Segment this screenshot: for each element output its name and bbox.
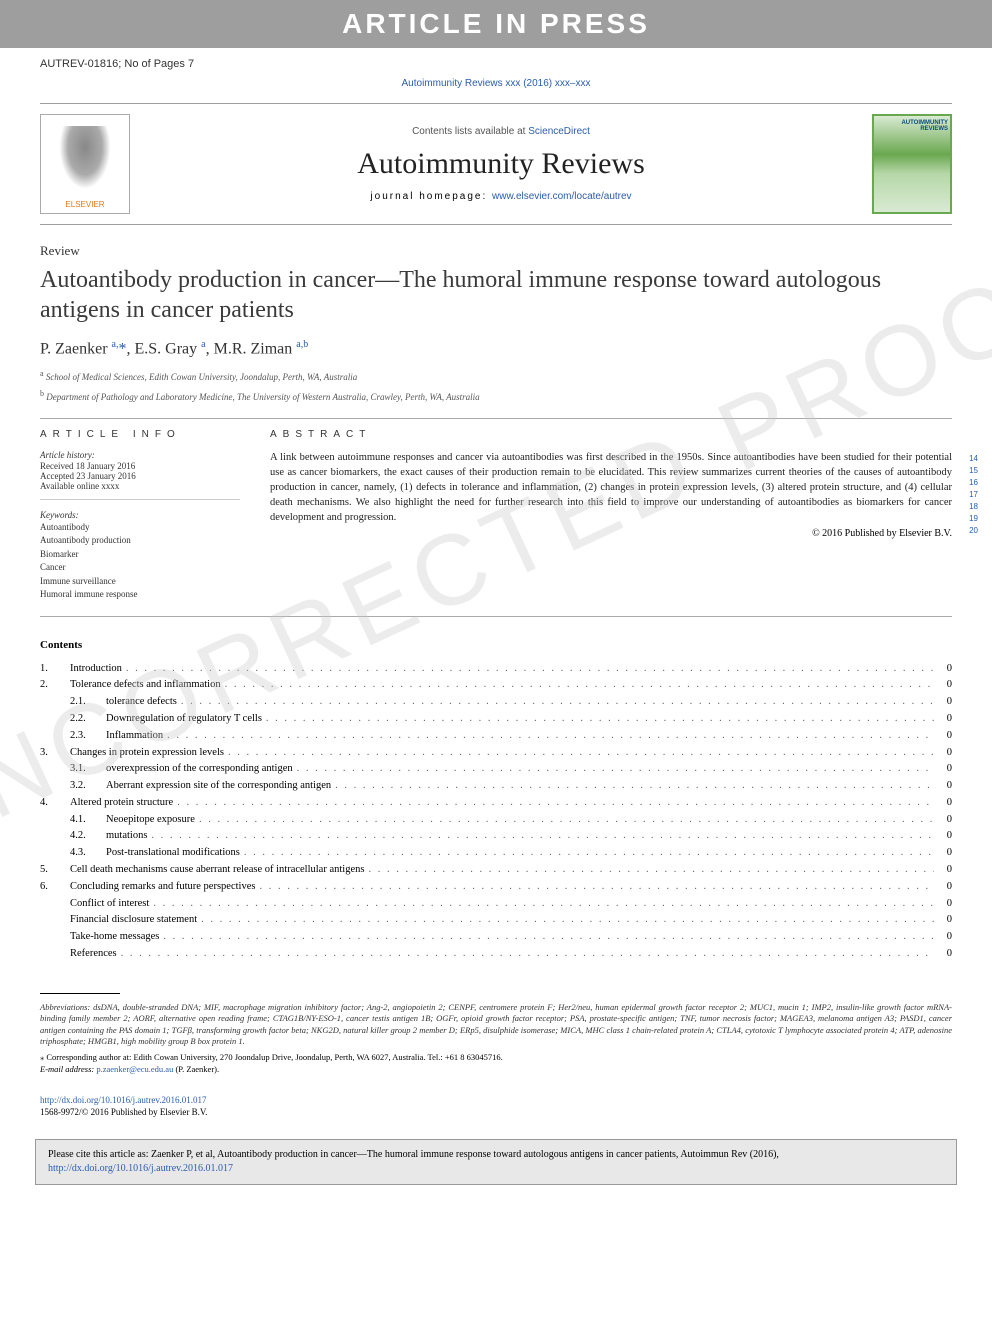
toc-entry[interactable]: References0 bbox=[40, 946, 952, 963]
divider bbox=[40, 616, 952, 617]
keyword-item: Biomarker bbox=[40, 548, 240, 562]
journal-reference-line: Autoimmunity Reviews xxx (2016) xxx–xxx bbox=[0, 78, 992, 89]
contents-heading: Contents bbox=[40, 639, 952, 651]
history-label: Article history: bbox=[40, 450, 240, 460]
elsevier-label: ELSEVIER bbox=[65, 200, 104, 209]
manuscript-id: AUTREV-01816; No of Pages 7 bbox=[0, 48, 992, 70]
article-info-heading: ARTICLE INFO bbox=[40, 429, 240, 440]
toc-entry[interactable]: 3.2.Aberrant expression site of the corr… bbox=[40, 778, 952, 795]
journal-ref-link[interactable]: Autoimmunity Reviews xxx (2016) xxx–xxx bbox=[402, 78, 591, 89]
article-in-press-banner: ARTICLE IN PRESS bbox=[0, 0, 992, 48]
table-of-contents: 1.Introduction02.Tolerance defects and i… bbox=[40, 661, 952, 963]
abbreviations-text: dsDNA, double-stranded DNA; MIF, macroph… bbox=[40, 1002, 952, 1046]
abbreviations-block: Abbreviations: dsDNA, double-stranded DN… bbox=[40, 1002, 952, 1048]
journal-name: Autoimmunity Reviews bbox=[130, 147, 872, 181]
toc-entry[interactable]: 2.1.tolerance defects0 bbox=[40, 694, 952, 711]
toc-entry[interactable]: 5.Cell death mechanisms cause aberrant r… bbox=[40, 862, 952, 879]
abstract-heading: ABSTRACT bbox=[270, 429, 952, 440]
sciencedirect-link[interactable]: ScienceDirect bbox=[528, 126, 590, 137]
elsevier-tree-icon bbox=[55, 126, 115, 196]
footnote-divider bbox=[40, 993, 120, 994]
contents-available-text: Contents lists available at ScienceDirec… bbox=[130, 126, 872, 137]
keyword-item: Autoantibody production bbox=[40, 534, 240, 548]
masthead-center: Contents lists available at ScienceDirec… bbox=[130, 126, 872, 202]
toc-entry[interactable]: Financial disclosure statement0 bbox=[40, 912, 952, 929]
toc-entry[interactable]: 6.Concluding remarks and future perspect… bbox=[40, 879, 952, 896]
history-received: Received 18 January 2016 bbox=[40, 461, 240, 471]
history-accepted: Accepted 23 January 2016 bbox=[40, 471, 240, 481]
journal-cover-thumbnail[interactable]: AUTOIMMUNITY REVIEWS bbox=[872, 114, 952, 214]
toc-entry[interactable]: 2.3.Inflammation0 bbox=[40, 728, 952, 745]
toc-entry[interactable]: 2.Tolerance defects and inflammation0 bbox=[40, 677, 952, 694]
article-type: Review bbox=[40, 243, 952, 259]
toc-entry[interactable]: Take-home messages0 bbox=[40, 929, 952, 946]
journal-homepage-link[interactable]: www.elsevier.com/locate/autrev bbox=[492, 191, 632, 202]
cite-doi-link[interactable]: http://dx.doi.org/10.1016/j.autrev.2016.… bbox=[48, 1163, 233, 1174]
toc-entry[interactable]: 4.1.Neoepitope exposure0 bbox=[40, 812, 952, 829]
affiliation: b Department of Pathology and Laboratory… bbox=[40, 388, 952, 404]
toc-entry[interactable]: Conflict of interest0 bbox=[40, 896, 952, 913]
corresponding-email-link[interactable]: p.zaenker@ecu.edu.au bbox=[96, 1064, 173, 1074]
toc-entry[interactable]: 2.2.Downregulation of regulatory T cells… bbox=[40, 711, 952, 728]
issn-line: 1568-9972/© 2016 Published by Elsevier B… bbox=[40, 1107, 207, 1117]
divider bbox=[40, 418, 952, 419]
keyword-item: Autoantibody bbox=[40, 521, 240, 535]
abstract-column: ABSTRACT A link between autoimmune respo… bbox=[270, 429, 952, 602]
abbreviations-lead: Abbreviations: bbox=[40, 1002, 93, 1012]
toc-entry[interactable]: 3.1.overexpression of the corresponding … bbox=[40, 761, 952, 778]
cover-label: AUTOIMMUNITY REVIEWS bbox=[874, 120, 948, 132]
toc-entry[interactable]: 4.3.Post-translational modifications0 bbox=[40, 845, 952, 862]
history-available: Available online xxxx bbox=[40, 481, 240, 491]
toc-entry[interactable]: 3.Changes in protein expression levels0 bbox=[40, 745, 952, 762]
keywords-label: Keywords: bbox=[40, 510, 240, 520]
toc-entry[interactable]: 1.Introduction0 bbox=[40, 661, 952, 678]
author-list: P. Zaenker a,*, E.S. Gray a, M.R. Ziman … bbox=[40, 339, 952, 358]
journal-homepage-line: journal homepage: www.elsevier.com/locat… bbox=[130, 191, 872, 202]
toc-entry[interactable]: 4.2.mutations0 bbox=[40, 828, 952, 845]
doi-link[interactable]: http://dx.doi.org/10.1016/j.autrev.2016.… bbox=[40, 1095, 207, 1105]
citation-box: Please cite this article as: Zaenker P, … bbox=[35, 1139, 957, 1185]
abstract-line-numbers: 14151617181920 bbox=[969, 453, 978, 538]
keyword-item: Cancer bbox=[40, 561, 240, 575]
abstract-text: A link between autoimmune responses and … bbox=[270, 450, 952, 526]
keyword-item: Humoral immune response bbox=[40, 588, 240, 602]
article-title: Autoantibody production in cancer—The hu… bbox=[40, 265, 952, 325]
affiliation: a School of Medical Sciences, Edith Cowa… bbox=[40, 368, 952, 384]
toc-entry[interactable]: 4.Altered protein structure0 bbox=[40, 795, 952, 812]
corresponding-author: ⁎ Corresponding author at: Edith Cowan U… bbox=[40, 1052, 952, 1076]
keyword-item: Immune surveillance bbox=[40, 575, 240, 589]
cite-text: Please cite this article as: Zaenker P, … bbox=[48, 1149, 779, 1160]
journal-masthead: ELSEVIER Contents lists available at Sci… bbox=[40, 103, 952, 225]
doi-block: http://dx.doi.org/10.1016/j.autrev.2016.… bbox=[40, 1094, 952, 1119]
abstract-copyright: © 2016 Published by Elsevier B.V. bbox=[270, 528, 952, 539]
article-info-sidebar: ARTICLE INFO Article history: Received 1… bbox=[40, 429, 240, 602]
elsevier-logo[interactable]: ELSEVIER bbox=[40, 114, 130, 214]
